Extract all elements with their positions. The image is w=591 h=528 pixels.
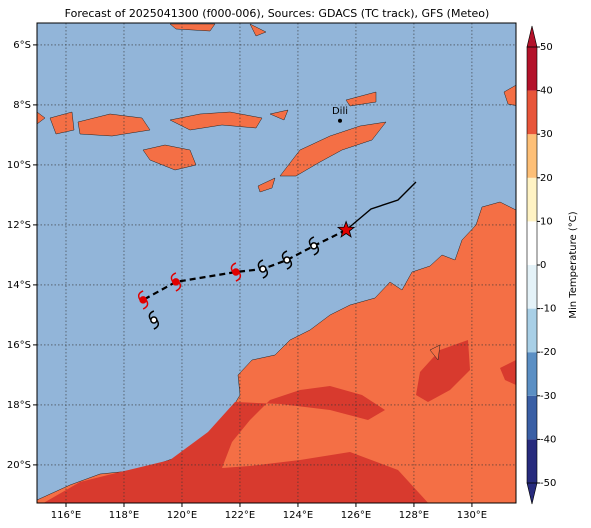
grid (37, 23, 516, 503)
island (503, 84, 516, 106)
map-frame (36, 22, 517, 504)
y-tick-label: 10°S (7, 160, 31, 171)
y-tick-label: 6°S (13, 40, 31, 51)
y-tick-label: 20°S (7, 460, 31, 471)
y-tick-label: 8°S (13, 100, 31, 111)
cyclone-symbol (257, 259, 269, 279)
colorbar-tick-label: 30 (540, 129, 553, 140)
colorbar-band (527, 177, 537, 222)
x-tick-label: 122°E (225, 510, 255, 521)
y-tick-label: 16°S (7, 340, 31, 351)
cyclone-eye (310, 242, 318, 250)
colorbar-band (527, 265, 537, 309)
tracks: Dili (137, 106, 417, 330)
colorbar-band (527, 134, 537, 178)
cyclone-eye (259, 265, 267, 273)
colorbar: -50 -40 -30 -20 -10 0 10 20 30 40 50 (526, 25, 556, 505)
cyclone-eye (150, 316, 158, 324)
hot-region (500, 360, 516, 385)
x-tick-label: 128°E (399, 510, 429, 521)
cyclone-symbol (170, 272, 182, 292)
cyclone-symbol (137, 290, 149, 310)
island (49, 111, 75, 135)
x-tick-label: 120°E (167, 510, 197, 521)
colorbar-extend-bottom (526, 482, 538, 505)
colorbar-band (527, 352, 537, 396)
colorbar-band (527, 439, 537, 483)
island (249, 23, 267, 37)
colorbar-extend-top (526, 25, 538, 48)
island (279, 121, 387, 177)
past-track (345, 181, 417, 231)
hot-region (416, 340, 470, 402)
colorbar-band (527, 90, 537, 135)
colorbar-tick-label: -10 (540, 304, 556, 315)
island (169, 111, 263, 131)
cyclone-symbol (230, 262, 242, 282)
axes: 116°E 118°E 120°E 122°E 124°E 126°E 128°E 130°E… (7, 40, 487, 521)
map-area: Dili (37, 23, 516, 503)
cyclone-eye (139, 296, 147, 304)
colorbar-label: Min Temperature (°C) (568, 211, 579, 318)
island (169, 23, 216, 32)
colorbar-tick-label: 0 (540, 260, 546, 271)
colorbar-tick-label: 20 (540, 173, 553, 184)
x-tick-label: 130°E (457, 510, 487, 521)
cyclone-eye (232, 268, 240, 276)
colorbar-tick-label: -40 (540, 434, 556, 445)
current-position-star (336, 220, 356, 238)
x-tick-label: 126°E (341, 510, 371, 521)
x-tick-label: 124°E (283, 510, 313, 521)
place-label: Dili (332, 106, 348, 117)
colorbar-tick-label: 50 (540, 42, 553, 53)
x-tick-label: 118°E (109, 510, 139, 521)
colorbar-tick-label: 10 (540, 216, 553, 227)
island (269, 109, 289, 121)
colorbar-tick-label: -30 (540, 391, 556, 402)
map-title: Forecast of 2025041300 (f000-006), Sourc… (65, 7, 490, 20)
island (37, 111, 46, 125)
cyclone-symbol (148, 310, 160, 330)
cyclone-eye (172, 278, 180, 286)
island (77, 113, 151, 137)
place-marker (337, 118, 342, 123)
cyclone-symbol (308, 236, 320, 256)
colorbar-tick-label: 40 (540, 86, 553, 97)
colorbar-band (527, 47, 537, 91)
colorbar-band (527, 395, 537, 440)
island (257, 177, 276, 193)
y-tick-label: 18°S (7, 400, 31, 411)
x-tick-label: 116°E (51, 510, 81, 521)
y-tick-label: 12°S (7, 220, 31, 231)
hot-region (43, 386, 429, 503)
colorbar-band (527, 221, 537, 265)
colorbar-tick-label: -20 (540, 347, 556, 358)
island (429, 344, 441, 361)
cyclone-eye (283, 256, 291, 264)
colorbar-band (527, 308, 537, 353)
y-tick-label: 14°S (7, 280, 31, 291)
colorbar-tick-label: -50 (540, 478, 556, 489)
cyclone-symbol (281, 250, 293, 270)
australia (37, 201, 516, 503)
island (345, 91, 377, 107)
